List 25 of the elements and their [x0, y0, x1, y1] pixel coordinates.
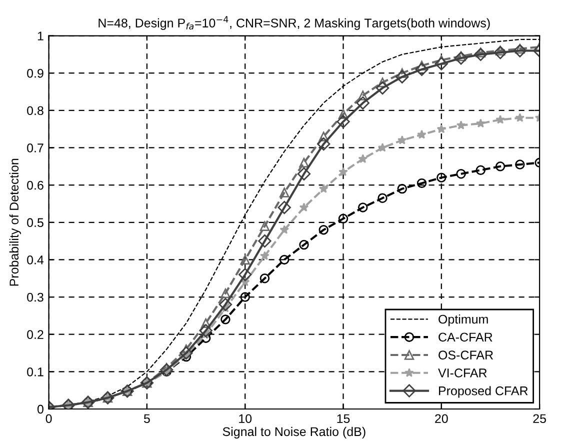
- x-tick-label: 5: [144, 414, 150, 424]
- legend-label: Optimum: [438, 314, 488, 326]
- x-axis-title: Signal to Noise Ratio (dB): [222, 426, 366, 439]
- legend-label: Proposed CFAR: [439, 386, 528, 398]
- y-tick-label: 0.8: [27, 106, 44, 116]
- x-tick-label: 10: [239, 414, 252, 424]
- y-tick-label: 0.9: [27, 68, 44, 78]
- x-tick-label: 15: [337, 414, 350, 424]
- y-tick-label: 0.3: [27, 292, 44, 302]
- y-axis-title: Probability of Detection: [9, 158, 21, 286]
- x-tick-label: 25: [533, 414, 546, 424]
- y-tick-label: 0.7: [27, 144, 44, 152]
- chart-title: N=48, Design P$_{fa}$=10$^{−4}$, CNR=SNR, 2 Masking Targets(both windows): [98, 16, 490, 30]
- legend-label: VI-CFAR: [438, 368, 487, 378]
- y-tick-label: 1: [38, 32, 44, 40]
- y-tick-label: 0.5: [27, 218, 44, 228]
- legend-label: CA-CFAR: [438, 332, 492, 342]
- legend-label: OS-CFAR: [438, 350, 493, 360]
- x-tick-label: 0: [46, 414, 52, 424]
- y-tick-label: 0.6: [27, 180, 44, 190]
- y-tick-label: 0.4: [27, 256, 44, 264]
- y-tick-label: 0.1: [27, 367, 44, 376]
- y-tick-label: 0.2: [27, 330, 44, 340]
- y-tick-label: 0: [37, 404, 44, 414]
- x-tick-label: 20: [435, 414, 448, 424]
